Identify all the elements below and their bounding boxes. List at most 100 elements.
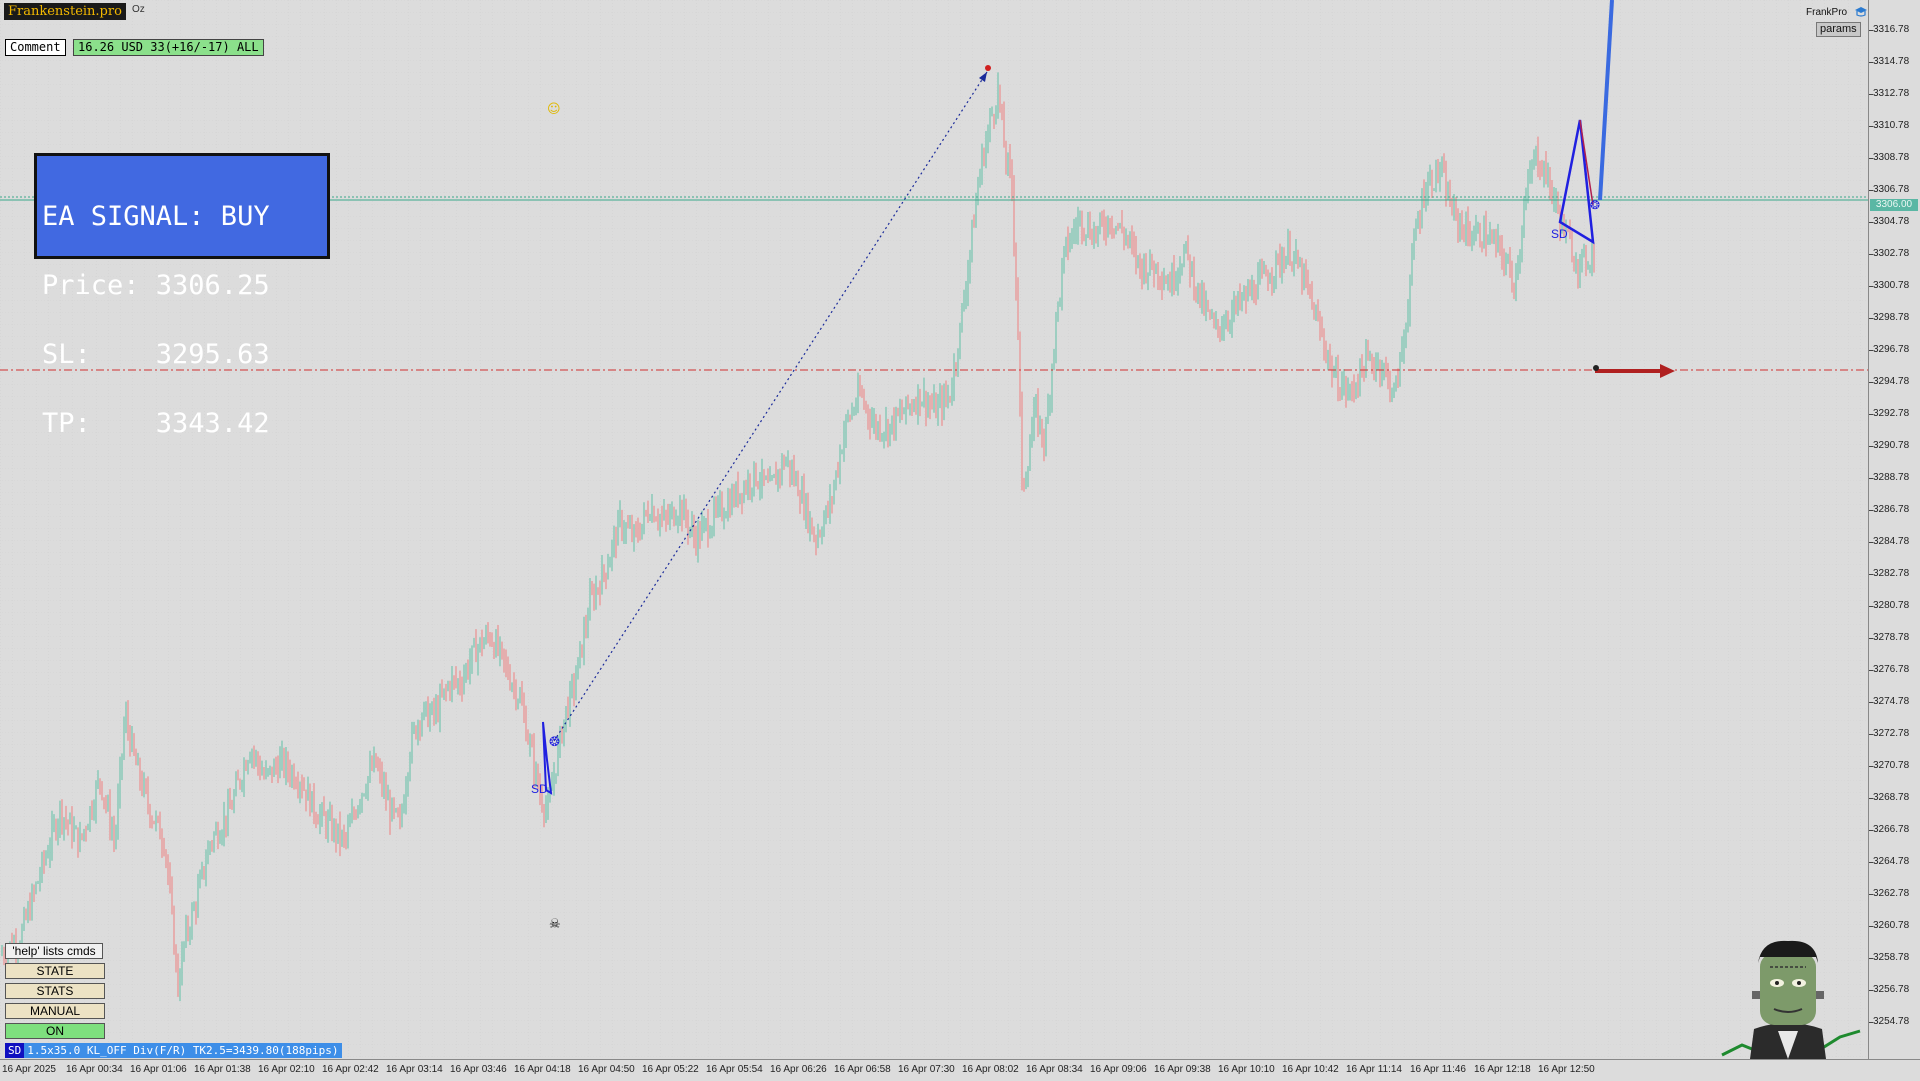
time-label: 16 Apr 12:50 [1538, 1064, 1595, 1075]
price-label: 3304.78 [1873, 216, 1910, 227]
price-tick [1869, 446, 1873, 447]
price-tick [1869, 926, 1873, 927]
skull-small-icon [1593, 365, 1599, 371]
price-label: 3310.78 [1873, 120, 1910, 131]
price-tick [1869, 350, 1873, 351]
time-label: 16 Apr 02:10 [258, 1064, 315, 1075]
price-label: 3284.78 [1873, 536, 1910, 547]
time-label: 16 Apr 04:50 [578, 1064, 635, 1075]
sd-pattern-right-inner [1579, 119, 1594, 206]
time-label: 16 Apr 09:06 [1090, 1064, 1147, 1075]
price-tick [1869, 254, 1873, 255]
price-label: 3312.78 [1873, 88, 1910, 99]
stats-button[interactable]: STATS [5, 983, 105, 999]
frankpro-label: FrankPro [1806, 7, 1848, 18]
time-label: 16 Apr 11:46 [1410, 1064, 1466, 1075]
state-button[interactable]: STATE [5, 963, 105, 979]
sd-label-left: SD [531, 782, 548, 796]
candles-layer [1, 72, 1595, 1002]
price-tick [1869, 30, 1873, 31]
price-tick [1869, 414, 1873, 415]
price-label: 3302.78 [1873, 248, 1910, 259]
price-label: 3274.78 [1873, 696, 1910, 707]
time-label: 16 Apr 01:06 [130, 1064, 187, 1075]
time-label: 16 Apr 10:42 [1282, 1064, 1339, 1075]
trade-arrow-head [979, 72, 987, 82]
time-label: 16 Apr 02:42 [322, 1064, 379, 1075]
tp-projection-line [1598, 0, 1614, 201]
time-label: 16 Apr 00:34 [66, 1064, 123, 1075]
price-tick [1869, 702, 1873, 703]
price-tick [1869, 574, 1873, 575]
price-tick [1869, 862, 1873, 863]
price-tick [1869, 990, 1873, 991]
price-label: 3298.78 [1873, 312, 1910, 323]
time-label: 16 Apr 10:10 [1218, 1064, 1275, 1075]
price-label: 3278.78 [1873, 632, 1910, 643]
price-tick [1869, 830, 1873, 831]
brand-suffix: Oz [132, 4, 145, 15]
price-label: 3294.78 [1873, 376, 1910, 387]
sd-label-right: SD [1551, 227, 1568, 241]
graduation-cap-icon[interactable] [1854, 6, 1868, 18]
price-tick [1869, 286, 1873, 287]
price-label: 3264.78 [1873, 856, 1910, 867]
manual-button[interactable]: MANUAL [5, 1003, 105, 1019]
price-label: 3296.78 [1873, 344, 1910, 355]
price-tick [1869, 126, 1873, 127]
warning-icon: ☺ [547, 102, 561, 117]
price-label: 3290.78 [1873, 440, 1910, 451]
time-label: 16 Apr 06:26 [770, 1064, 827, 1075]
comment-label: Comment [5, 39, 66, 56]
signal-line-price: Price: 3306.25 [42, 270, 270, 301]
price-label: 3262.78 [1873, 888, 1910, 899]
red-arrow-head [1660, 364, 1675, 378]
time-axis[interactable]: 16 Apr 2025 16 Apr 00:34 16 Apr 01:06 16 Ap… [0, 1059, 1920, 1081]
price-label: 3272.78 [1873, 728, 1910, 739]
info-bar-text: 1.5x35.0 KL_OFF Div(F/R) TK2.5=3439.80(1… [24, 1043, 342, 1058]
price-label: 3276.78 [1873, 664, 1910, 675]
time-label: 16 Apr 2025 [2, 1064, 56, 1075]
ea-signal-panel: EA SIGNAL: BUY Price: 3306.25 SL: 3295.6… [34, 153, 330, 437]
help-hint: 'help' lists cmds [5, 943, 103, 959]
on-toggle-button[interactable]: ON [5, 1023, 105, 1039]
price-label: 3280.78 [1873, 600, 1910, 611]
price-tick [1869, 670, 1873, 671]
price-tick [1869, 158, 1873, 159]
price-tick [1869, 542, 1873, 543]
price-label: 3266.78 [1873, 824, 1910, 835]
time-label: 16 Apr 11:14 [1346, 1064, 1402, 1075]
time-label: 16 Apr 05:54 [706, 1064, 763, 1075]
time-label: 16 Apr 09:38 [1154, 1064, 1211, 1075]
time-label: 16 Apr 08:02 [962, 1064, 1019, 1075]
price-tick [1869, 958, 1873, 959]
price-tick [1869, 510, 1873, 511]
signal-line-sl: SL: 3295.63 [42, 339, 270, 370]
price-tick [1869, 62, 1873, 63]
sd-pattern-left [542, 721, 553, 795]
info-bar: SD 1.5x35.0 KL_OFF Div(F/R) TK2.5=3439.8… [5, 1043, 342, 1058]
price-tick [1869, 222, 1873, 223]
params-button[interactable]: params [1816, 22, 1861, 37]
price-tick [1869, 94, 1873, 95]
frankenstein-mascot-icon [1721, 940, 1861, 1059]
price-label: 3282.78 [1873, 568, 1910, 579]
price-tick [1869, 382, 1873, 383]
time-label: 16 Apr 12:18 [1474, 1064, 1531, 1075]
sd-marker-left-icon: ❂ [549, 735, 560, 750]
price-tick [1869, 734, 1873, 735]
current-price-tag: 3306.00 [1870, 199, 1918, 211]
chart-area[interactable]: SD ❂ SD ❂ ☺ ☠ Frankenstein.pro Oz Commen… [0, 0, 1868, 1059]
sd-marker-right-icon: ❂ [1590, 198, 1600, 212]
price-tick [1869, 638, 1873, 639]
price-label: 3256.78 [1873, 984, 1910, 995]
sd-pattern-right [1558, 119, 1595, 245]
signal-line-tp: TP: 3343.42 [42, 408, 270, 439]
price-label: 3268.78 [1873, 792, 1910, 803]
price-label: 3300.78 [1873, 280, 1910, 291]
price-tick [1869, 318, 1873, 319]
price-axis[interactable]: 3316.78 3314.78 3312.78 3310.78 3308.78 3306.… [1868, 0, 1920, 1059]
time-label: 16 Apr 05:22 [642, 1064, 699, 1075]
brand-logo[interactable]: Frankenstein.pro [4, 3, 126, 20]
price-label: 3270.78 [1873, 760, 1910, 771]
